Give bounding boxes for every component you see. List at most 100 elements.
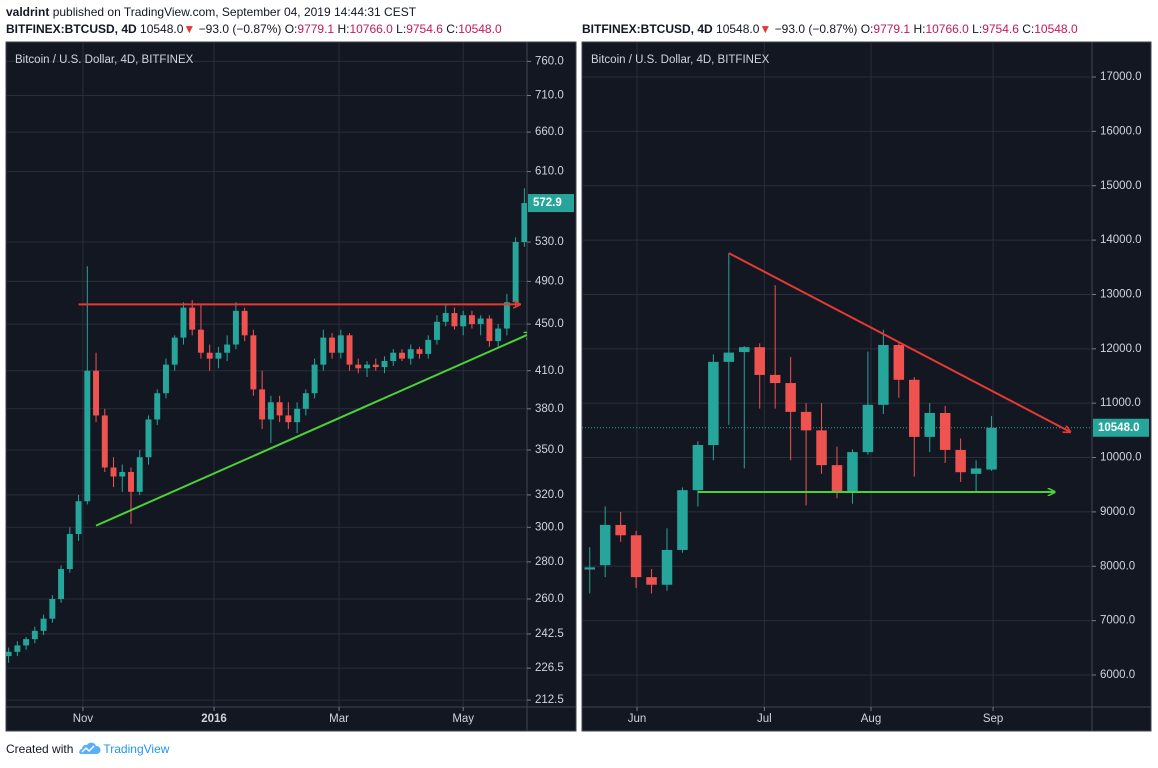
- charts: 760.0 710.0 660.0 610.0 530.0 490.0 450.0 410.0…: [5, 41, 1152, 732]
- ohlc-value: 10766.0: [349, 22, 393, 36]
- candle-body: [372, 364, 379, 368]
- candle-body: [630, 535, 642, 578]
- plot-area: [6, 188, 527, 663]
- ohlc-value: 9779.1: [297, 22, 335, 36]
- change-arrow: ▼: [759, 22, 772, 36]
- candle-body: [23, 639, 30, 646]
- candle-body: [831, 465, 843, 493]
- x-tick-label: Jul: [757, 713, 772, 725]
- candle-body: [847, 452, 858, 493]
- ohlc-label: O:: [860, 22, 874, 36]
- x-tick-label: Jun: [628, 713, 647, 725]
- brand[interactable]: TradingView: [103, 742, 170, 756]
- candle-body: [189, 307, 196, 330]
- candle-body: [739, 347, 750, 353]
- symbol: BITFINEX:BTCUSD, 4D: [6, 22, 137, 36]
- y-tick-label: 15000.0: [1100, 180, 1142, 192]
- candle-body: [495, 328, 502, 342]
- y-tick-label: 7000.0: [1100, 615, 1135, 627]
- candle-body: [206, 352, 213, 359]
- candle-body: [970, 468, 982, 474]
- candle-body: [451, 313, 458, 327]
- y-tick-label: 14000.0: [1100, 234, 1142, 246]
- candle-body: [754, 347, 765, 375]
- candle-body: [232, 310, 239, 345]
- candle-body: [939, 412, 951, 450]
- y-tick-label: 8000.0: [1100, 560, 1135, 572]
- symbol: BITFINEX:BTCUSD, 4D: [582, 22, 713, 36]
- ohlc-label: L:: [396, 22, 407, 36]
- y-tick-label: 450.0: [535, 318, 564, 330]
- candle-body: [58, 569, 65, 600]
- ohlc-value: 10548.0: [458, 22, 502, 36]
- x-tick-label: 2016: [201, 713, 227, 725]
- candle-body: [425, 339, 432, 354]
- candle-body: [14, 645, 21, 652]
- price: 10548.0: [140, 22, 184, 36]
- candle-body: [955, 449, 966, 473]
- last-price-label: 10548.0: [1098, 422, 1140, 434]
- candle-body: [924, 412, 935, 437]
- candle-body: [337, 335, 344, 353]
- y-tick-label: 760.0: [535, 55, 564, 67]
- y-tick-label: 242.5: [535, 628, 564, 640]
- y-tick-label: 300.0: [535, 521, 564, 533]
- y-tick-label: 610.0: [535, 166, 564, 178]
- candle-body: [878, 345, 889, 405]
- candle-body: [615, 524, 626, 536]
- candle-body: [136, 457, 143, 492]
- candle-body: [110, 467, 117, 477]
- footer: Created with TradingView: [6, 742, 169, 756]
- plot-area: [582, 252, 1092, 594]
- y-tick-label: 6000.0: [1100, 669, 1135, 681]
- candle-body: [180, 307, 187, 338]
- candle-body: [66, 534, 73, 570]
- y-tick-label: 212.5: [535, 694, 564, 706]
- candle-body: [329, 337, 336, 353]
- symbol-line: BITFINEX:BTCUSD, 4D 10548.0 ▼ −93.0 (−0.8…: [582, 22, 1078, 36]
- candle-body: [390, 352, 397, 362]
- candle-body: [661, 549, 673, 585]
- ohlc-label: C:: [446, 22, 459, 36]
- ohlc-value: 9754.6: [406, 22, 443, 36]
- panel-background: [5, 41, 577, 732]
- candle-body: [800, 411, 812, 431]
- x-tick-label: Aug: [861, 713, 881, 725]
- y-tick-label: 280.0: [535, 556, 564, 568]
- y-tick-label: 320.0: [535, 489, 564, 501]
- ohlc-label: C:: [1022, 22, 1035, 36]
- y-tick-label: 350.0: [535, 444, 564, 456]
- last-price-tag: [528, 194, 574, 213]
- candle-body: [346, 335, 353, 365]
- last-price-tag: [1093, 418, 1149, 437]
- candle-body: [285, 415, 292, 423]
- publisher[interactable]: valdrint: [6, 5, 50, 19]
- candle-body: [276, 402, 283, 416]
- published: published on TradingView.com, September …: [52, 5, 417, 19]
- x-tick-label: May: [452, 713, 474, 725]
- candle-body: [31, 630, 38, 640]
- candle-body: [259, 389, 266, 420]
- y-tick-label: 380.0: [535, 403, 564, 415]
- y-tick-label: 710.0: [535, 90, 564, 102]
- y-tick-label: 9000.0: [1100, 506, 1135, 518]
- y-tick-label: 10000.0: [1100, 452, 1142, 464]
- candle-body: [320, 337, 327, 365]
- logo: [79, 742, 101, 754]
- candle-body: [128, 471, 134, 492]
- candle-body: [364, 364, 371, 369]
- candle-body: [162, 364, 169, 394]
- candle-body: [93, 370, 100, 416]
- ohlc-value: 10548.0: [1034, 22, 1078, 36]
- ohlc-label: O:: [284, 22, 298, 36]
- candle-body: [171, 337, 178, 365]
- ohlc-value: 10766.0: [925, 22, 969, 36]
- candle-body: [197, 329, 204, 353]
- candle-body: [101, 415, 108, 468]
- candle-body: [433, 321, 440, 340]
- change-arrow: ▼: [183, 22, 196, 36]
- change: −93.0 (−0.87%): [774, 22, 858, 36]
- y-tick-label: 530.0: [535, 236, 564, 248]
- candle-body: [84, 370, 91, 502]
